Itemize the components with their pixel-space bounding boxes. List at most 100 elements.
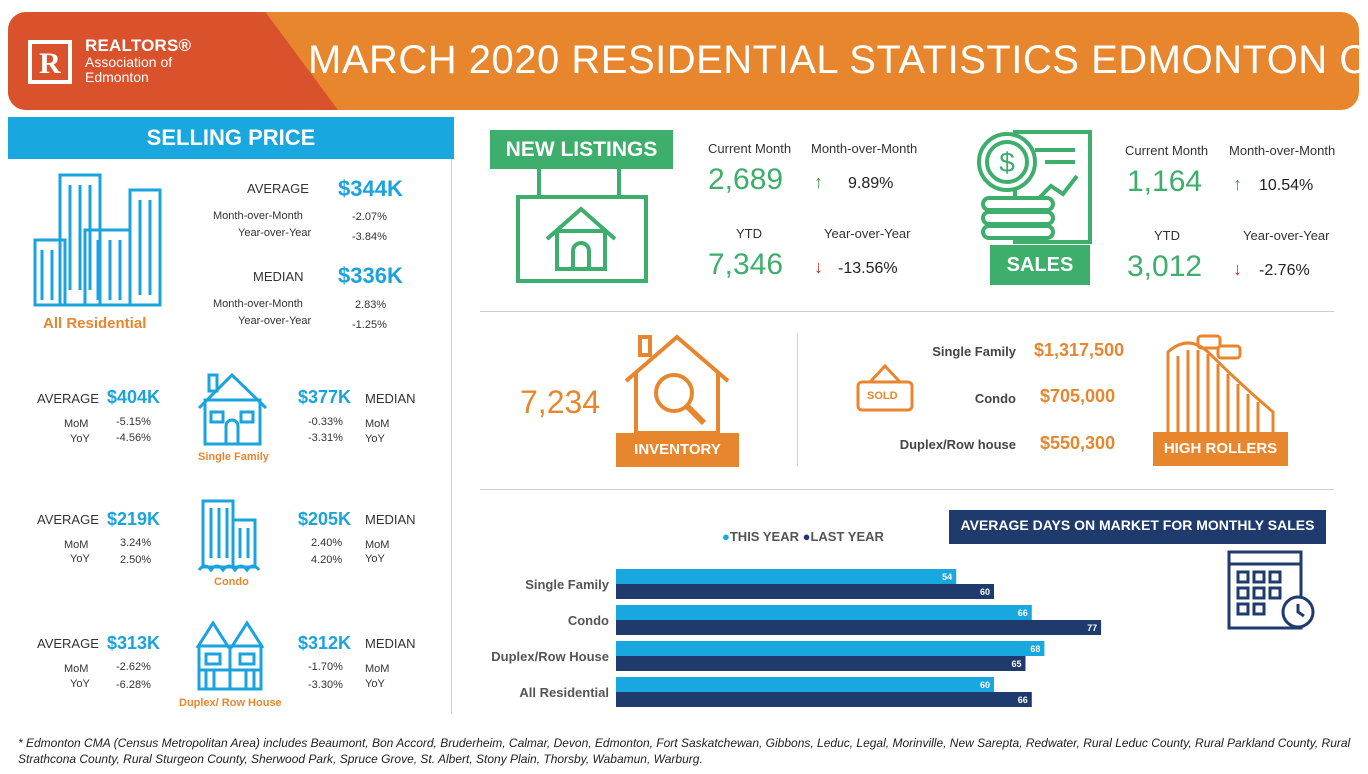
inventory-divider <box>797 333 798 466</box>
sales-money-icon: $ <box>975 130 1093 260</box>
nl-yoy-value: -13.56% <box>838 260 898 277</box>
sales-down-arrow-icon: ↓ <box>1233 259 1242 279</box>
nl-yoy-label: Year-over-Year <box>824 226 911 241</box>
header-banner: R REALTORS® Association of Edmonton MARC… <box>8 12 1359 110</box>
duplex-med-yoy: -3.30% <box>308 679 343 691</box>
selling-price-heading: SELLING PRICE <box>8 117 454 159</box>
condo-avg-mom: 3.24% <box>120 537 152 549</box>
ar-median-value: $336K <box>338 263 403 288</box>
buildings-icon <box>30 170 165 315</box>
sales-ytd-label: YTD <box>1154 228 1180 243</box>
high-rollers-banner: HIGH ROLLERS <box>1153 432 1288 466</box>
svg-text:R: R <box>39 47 61 80</box>
all-residential-label: All Residential <box>43 315 147 332</box>
realtors-logo-icon: R <box>28 40 72 84</box>
roller-coaster-icon <box>1163 332 1278 439</box>
sf-avg-mom: -5.15% <box>116 416 151 428</box>
new-listings-banner: NEW LISTINGS <box>490 130 673 169</box>
nl-mom-label: Month-over-Month <box>811 141 918 156</box>
duplex-med-mom: -1.70% <box>308 661 343 673</box>
sales-ytd-value: 3,012 <box>1127 250 1203 283</box>
legend-this-year: ●THIS YEAR <box>722 529 799 544</box>
ar-avg-mom-label: Month-over-Month <box>213 210 303 222</box>
house-search-icon <box>622 333 732 443</box>
svg-text:$: $ <box>999 147 1015 178</box>
nl-ytd-label: YTD <box>736 226 762 241</box>
ar-average-value: $344K <box>338 176 403 201</box>
category-label: All Residential <box>519 685 609 700</box>
sf-med-mom: -0.33% <box>308 416 343 428</box>
condo-average-label: AVERAGE <box>37 512 99 527</box>
sales-current-month-label: Current Month <box>1125 143 1209 158</box>
sales-banner: SALES <box>990 245 1090 285</box>
condo-med-mom: 2.40% <box>311 537 343 549</box>
up-arrow-icon: ↑ <box>814 172 823 192</box>
bar-value-label: 60 <box>980 680 990 690</box>
duplex-house-icon <box>194 618 266 698</box>
category-label: Condo <box>568 613 609 628</box>
footnote: * Edmonton CMA (Census Metropolitan Area… <box>18 736 1351 766</box>
sf-med-yoy-label: YoY <box>365 433 385 445</box>
bar-last-year <box>616 692 1032 707</box>
house-icon <box>195 370 270 453</box>
duplex-label: Duplex/ Row House <box>179 697 282 709</box>
sales-yoy-label: Year-over-Year <box>1243 228 1330 243</box>
duplex-median-label: MEDIAN <box>365 636 416 651</box>
bar-value-label: 77 <box>1087 623 1097 633</box>
brand-name: REALTORS® <box>85 36 192 55</box>
duplex-med-yoy-label: YoY <box>365 678 385 690</box>
condo-median-value: $205K <box>298 509 352 529</box>
hr-duplex-label: Duplex/Row house <box>899 437 1016 452</box>
duplex-avg-yoy: -6.28% <box>116 679 151 691</box>
sf-avg-yoy: -4.56% <box>116 432 151 444</box>
section-divider-2 <box>480 489 1334 490</box>
calendar-clock-icon <box>1226 544 1318 637</box>
category-label: Duplex/Row House <box>491 649 609 664</box>
days-on-market-chart: Single Family 54 60 Condo 66 77 Duplex/Row Hou… <box>491 569 1102 707</box>
section-divider <box>480 311 1334 312</box>
bar-last-year <box>616 584 994 599</box>
bar-last-year <box>616 656 1026 671</box>
bar-value-label: 68 <box>1030 644 1040 654</box>
sf-yoy-label: YoY <box>70 433 90 445</box>
chart-legend: ●THIS YEAR ●LAST YEAR <box>722 529 884 544</box>
duplex-average-value: $313K <box>107 633 161 653</box>
ar-avg-yoy-value: -3.84% <box>352 231 387 243</box>
sold-sign-icon <box>856 362 914 419</box>
bar-value-label: 66 <box>1018 695 1028 705</box>
ar-med-yoy-label: Year-over-Year <box>238 315 312 327</box>
condo-avg-yoy: 2.50% <box>120 554 152 566</box>
duplex-yoy-label: YoY <box>70 678 90 690</box>
duplex-average-label: AVERAGE <box>37 636 99 651</box>
ar-med-mom-label: Month-over-Month <box>213 298 303 310</box>
hr-condo-price: $705,000 <box>1040 386 1116 406</box>
sf-med-yoy: -3.31% <box>308 432 343 444</box>
condo-med-yoy-label: YoY <box>365 553 385 565</box>
sf-median-value: $377K <box>298 387 352 407</box>
hr-single-family-price: $1,317,500 <box>1034 340 1125 360</box>
sf-average-label: AVERAGE <box>37 391 99 406</box>
sold-sign-text: SOLD <box>867 390 898 402</box>
listing-sign-icon <box>515 169 650 289</box>
duplex-median-value: $312K <box>298 633 352 653</box>
sales-current-month-value: 1,164 <box>1127 165 1203 198</box>
ar-average-label: AVERAGE <box>247 181 309 196</box>
sales-up-arrow-icon: ↑ <box>1233 174 1242 194</box>
bar-value-label: 65 <box>1011 659 1021 669</box>
brand-subtitle: Association of Edmonton <box>85 54 173 85</box>
duplex-med-mom-label: MoM <box>365 663 390 675</box>
sf-med-mom-label: MoM <box>365 418 390 430</box>
single-family-label: Single Family <box>198 451 269 463</box>
hr-single-family-label: Single Family <box>932 344 1016 359</box>
ar-med-mom-value: 2.83% <box>355 299 387 311</box>
page-title: MARCH 2020 RESIDENTIAL STATISTICS EDMONT… <box>308 38 1359 82</box>
sales-mom-value: 10.54% <box>1259 177 1314 194</box>
nl-current-month-value: 2,689 <box>708 163 784 196</box>
column-divider <box>451 159 452 714</box>
ar-med-yoy-value: -1.25% <box>352 319 387 331</box>
hr-duplex-price: $550,300 <box>1040 433 1116 453</box>
duplex-mom-label: MoM <box>64 663 89 675</box>
sf-median-label: MEDIAN <box>365 391 416 406</box>
hr-condo-label: Condo <box>974 391 1016 406</box>
bar-last-year <box>616 620 1102 635</box>
